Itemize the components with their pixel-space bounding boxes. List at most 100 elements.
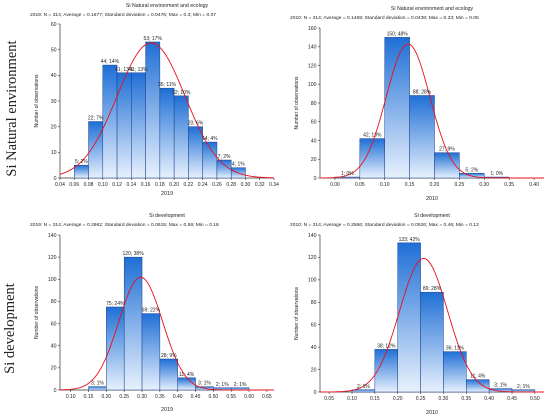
bar-data-label: 3; 1% [91,381,104,387]
histogram-bar [88,386,107,391]
x-axis-label: 2019 [161,191,173,197]
bar-data-label: 5; 2% [75,159,88,165]
x-tick-label: 0.10 [347,396,357,402]
bar-data-label: 2; 1% [234,382,247,388]
histogram-natural-2019: Si Natural environment and ecology 2019: … [30,3,279,197]
y-tick-label: 0 [54,176,57,182]
histogram-bar [159,87,175,179]
bar-data-label: 2; 1% [517,384,530,390]
x-tick-label: 0.50 [530,396,540,402]
normal-curve [59,276,274,391]
x-tick-label: 0.05 [355,182,365,188]
histogram-bar [116,72,132,179]
bar-data-label: 53; 17% [144,36,163,42]
bar-data-label: 38; 12% [377,343,396,349]
y-tick-label: 140 [48,233,57,239]
bar-data-label: 27; 9% [439,147,455,153]
y-tick-label: 0 [314,390,317,396]
x-tick-label: 0.65 [262,394,272,400]
histogram-bar [102,64,118,179]
x-tick-label: 0.40 [484,396,494,402]
y-tick-label: 60 [51,321,57,327]
y-tick-label: 60 [311,323,317,329]
y-axis-label: Number of observations [294,76,300,130]
x-tick-label: 0.06 [69,182,79,188]
bar-data-label: 1; 0% [341,171,354,177]
x-tick-label: 0.30 [439,396,449,402]
x-tick-label: 0.20 [169,182,179,188]
bar-data-label: 2; 1% [357,384,370,390]
x-tick-label: 0.25 [416,396,426,402]
histogram-bar [145,41,161,179]
histogram-development-2010: Si development 2010: N = 314; Average = 0… [290,213,544,416]
bar-data-label: 5; 2% [465,167,478,173]
x-tick-label: 0.05 [324,396,334,402]
chart-subtitle: 2019: N = 314; Average = 0.2962; Standar… [30,222,219,228]
histogram-bar [420,291,444,393]
bar-data-label: 28; 9% [161,353,177,359]
bar-data-label: 41; 13% [115,67,134,73]
normal-curve [319,43,544,179]
x-tick-label: 0.55 [226,394,236,400]
x-tick-label: 0.40 [173,394,183,400]
x-tick-label: 0.26 [212,182,222,188]
y-tick-label: 20 [51,124,57,130]
x-tick-label: 0.30 [241,182,251,188]
bar-data-label: 11; 4% [470,374,486,380]
histogram-bar [459,173,485,179]
y-tick-label: 100 [48,277,57,283]
bar-data-label: 11; 4% [179,372,195,378]
x-tick-label: 0.08 [84,182,94,188]
y-tick-label: 80 [51,299,57,305]
y-tick-label: 120 [48,255,57,261]
x-tick-label: 0.24 [198,182,208,188]
chart-subtitle: 2019: N = 314; Average = 0.1677; Standar… [30,12,216,18]
bar-data-label: 22; 7% [88,116,104,122]
x-tick-label: 0.20 [430,182,440,188]
y-axis-label: Number of observations [294,286,300,340]
bar-data-label: 150; 48% [387,31,409,37]
x-tick-label: 0.10 [380,182,390,188]
x-tick-label: 0.34 [269,182,279,188]
x-tick-label: 0.35 [155,394,165,400]
histogram-bar [466,379,490,393]
bar-data-label: 75; 24% [106,301,125,307]
x-tick-label: 0.35 [504,182,514,188]
x-tick-label: 0.28 [226,182,236,188]
x-tick-label: 0.30 [479,182,489,188]
y-tick-label: 50 [51,47,57,53]
histogram-bar [374,349,398,393]
histogram-bar [159,358,178,391]
bar-data-label: 32; 10% [172,90,191,96]
bar-data-label: 133; 42% [399,237,421,243]
row-label-natural-environment: Si Natural environment [4,40,20,177]
x-tick-label: 0.20 [101,394,111,400]
chart-title: Si development [414,213,450,219]
x-tick-label: 0.30 [137,394,147,400]
y-axis-label: Number of observations [34,285,40,339]
x-tick-label: 0.18 [155,182,165,188]
histogram-natural-2010: Si Natural environment and ecology 2010: … [290,6,544,202]
bar-data-label: 44; 14% [101,59,120,65]
y-tick-label: 140 [308,45,317,51]
histogram-bar [443,351,467,393]
histogram-bar [74,164,89,179]
histogram-bar [131,72,146,179]
y-tick-label: 100 [308,278,317,284]
bar-data-label: 120; 38% [123,251,145,257]
bar-data-label: 35; 11% [158,82,177,88]
x-tick-label: 0.25 [455,182,465,188]
y-tick-label: 60 [311,120,317,126]
row-label-development: Si development [2,283,18,374]
x-tick-label: 0.25 [119,394,129,400]
chart-title: Si Natural environment and ecology [126,3,209,9]
histogram-bar [397,242,421,393]
x-tick-label: 0.45 [191,394,201,400]
x-tick-label: 0.15 [370,396,380,402]
y-tick-label: 20 [311,367,317,373]
chart-subtitle: 2010: N = 314; Average = 0.2566; Standar… [290,222,479,228]
x-tick-label: 0.10 [98,182,108,188]
bar-data-label: 2; 1% [216,382,229,388]
y-tick-label: 20 [311,157,317,163]
